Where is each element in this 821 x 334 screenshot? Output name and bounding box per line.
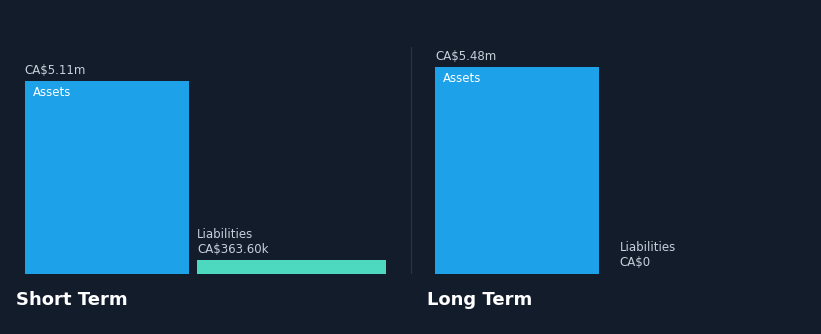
Bar — [25, 81, 189, 274]
Text: Assets: Assets — [443, 72, 482, 85]
Text: Long Term: Long Term — [427, 291, 532, 309]
Bar — [197, 260, 386, 274]
Text: CA$5.48m: CA$5.48m — [435, 50, 497, 63]
Text: Liabilities: Liabilities — [620, 241, 677, 254]
Text: Assets: Assets — [33, 86, 71, 99]
Text: CA$5.11m: CA$5.11m — [25, 64, 86, 77]
Bar — [435, 67, 599, 274]
Text: CA$363.60k: CA$363.60k — [197, 242, 268, 256]
Text: Liabilities: Liabilities — [197, 227, 254, 240]
Text: CA$0: CA$0 — [620, 257, 651, 269]
Text: Short Term: Short Term — [16, 291, 128, 309]
